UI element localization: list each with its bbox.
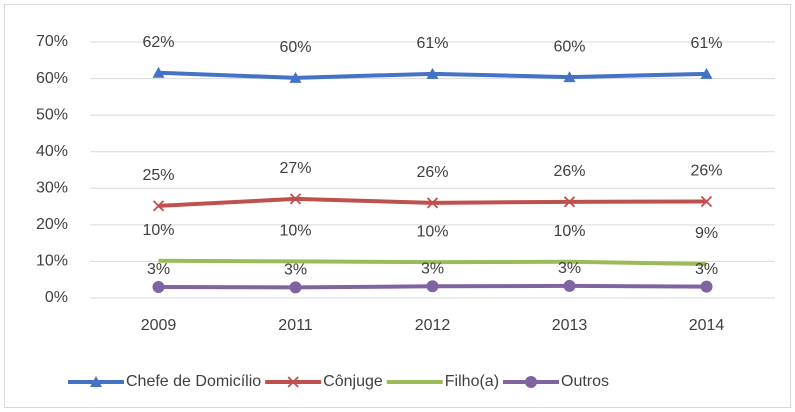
point-marker <box>426 67 439 79</box>
y-tick-label: 20% <box>36 216 68 233</box>
y-tick-label: 0% <box>45 289 68 306</box>
chart-border <box>4 4 791 408</box>
point-marker <box>289 281 302 294</box>
x-tick-label: 2012 <box>415 317 451 334</box>
point-marker <box>426 197 439 209</box>
point-marker <box>289 71 302 83</box>
x-tick-label: 2009 <box>141 317 177 334</box>
legend-label: Filho(a) <box>445 373 499 390</box>
data-label: 61% <box>690 35 722 52</box>
point-marker <box>152 200 165 212</box>
data-label: 60% <box>553 38 585 55</box>
data-label: 10% <box>416 223 448 240</box>
data-label: 62% <box>142 34 174 51</box>
y-tick-label: 10% <box>36 253 68 270</box>
y-tick-label: 60% <box>36 70 68 87</box>
point-marker <box>152 281 165 294</box>
y-tick-label: 70% <box>36 33 68 50</box>
data-label: 3% <box>147 261 170 278</box>
legend-marker <box>525 376 538 388</box>
y-tick-label: 30% <box>36 180 68 197</box>
legend-marker <box>90 376 102 387</box>
x-tick-label: 2014 <box>689 317 725 334</box>
data-label: 61% <box>416 35 448 52</box>
point-marker <box>289 193 302 205</box>
data-label: 26% <box>690 163 722 180</box>
point-marker <box>426 280 439 293</box>
legend-label: Cônjuge <box>323 373 383 390</box>
data-label: 25% <box>142 167 174 184</box>
y-tick-label: 50% <box>36 106 68 123</box>
series-line <box>158 258 707 266</box>
point-marker <box>700 280 713 293</box>
point-marker <box>563 196 576 208</box>
data-label: 10% <box>279 223 311 240</box>
data-label: 3% <box>421 261 444 278</box>
legend-label: Outros <box>561 373 609 390</box>
data-label: 60% <box>279 39 311 56</box>
point-marker <box>700 195 713 208</box>
data-label: 10% <box>553 223 585 240</box>
data-label: 3% <box>695 261 718 278</box>
data-label: 3% <box>284 262 307 279</box>
legend-label: Chefe de Domicílio <box>126 373 261 390</box>
x-tick-label: 2013 <box>552 317 588 334</box>
point-marker <box>700 67 713 79</box>
data-label: 3% <box>558 260 581 277</box>
point-marker <box>563 279 576 292</box>
x-tick-label: 2011 <box>278 317 313 334</box>
y-tick-label: 40% <box>36 143 68 160</box>
legend-marker <box>287 376 299 388</box>
data-label: 27% <box>279 160 311 177</box>
data-label: 10% <box>142 222 174 239</box>
data-label: 26% <box>553 163 585 180</box>
data-label: 9% <box>695 225 718 242</box>
data-label: 26% <box>416 164 448 181</box>
point-marker <box>152 66 165 78</box>
point-marker <box>563 71 576 83</box>
